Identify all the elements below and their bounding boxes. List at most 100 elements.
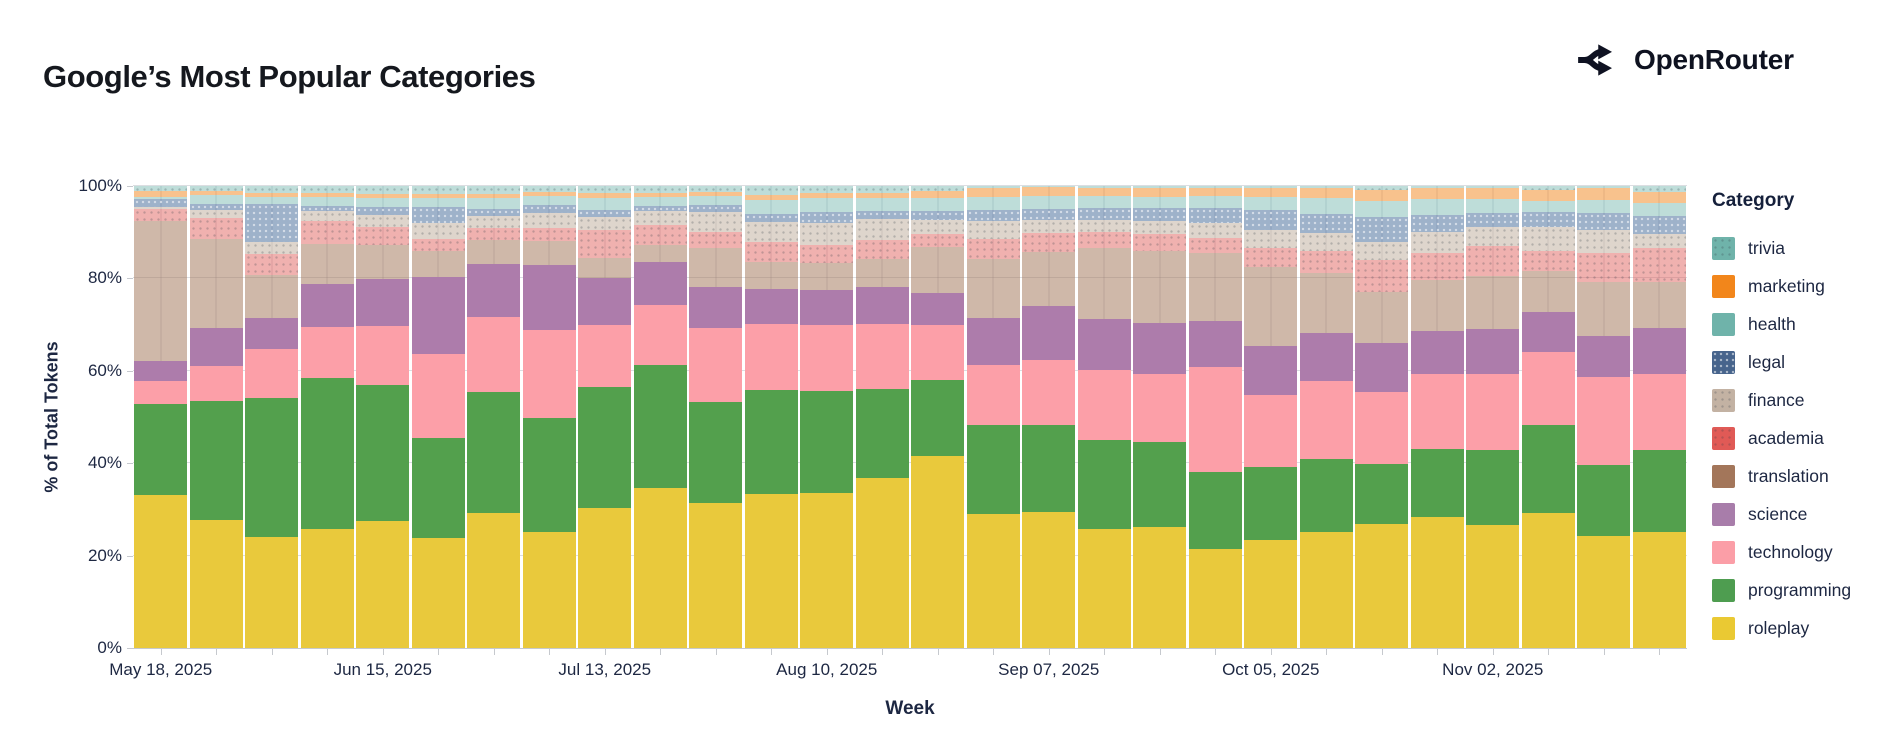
- segment-academia[interactable]: [1133, 234, 1187, 251]
- segment-finance[interactable]: [411, 222, 465, 239]
- segment-translation[interactable]: [855, 258, 909, 288]
- segment-legal[interactable]: [189, 203, 243, 210]
- segment-legal[interactable]: [855, 211, 909, 219]
- segment-science[interactable]: [689, 287, 743, 328]
- segment-programming[interactable]: [300, 378, 354, 530]
- segment-science[interactable]: [189, 327, 243, 367]
- segment-technology[interactable]: [1355, 391, 1409, 464]
- segment-marketing[interactable]: [1133, 187, 1187, 197]
- segment-roleplay[interactable]: [1577, 535, 1631, 648]
- segment-roleplay[interactable]: [633, 488, 687, 648]
- segment-science[interactable]: [855, 287, 909, 325]
- segment-academia[interactable]: [300, 221, 354, 244]
- segment-finance[interactable]: [189, 209, 243, 218]
- segment-roleplay[interactable]: [1521, 513, 1575, 648]
- segment-legal[interactable]: [1022, 208, 1076, 221]
- segment-translation[interactable]: [411, 250, 465, 278]
- segment-trivia[interactable]: [189, 186, 243, 191]
- legend-item-legal[interactable]: legal: [1712, 343, 1877, 381]
- segment-programming[interactable]: [1299, 459, 1353, 532]
- segment-science[interactable]: [1521, 312, 1575, 352]
- segment-technology[interactable]: [855, 324, 909, 389]
- segment-translation[interactable]: [1577, 282, 1631, 336]
- segment-programming[interactable]: [911, 380, 965, 457]
- segment-science[interactable]: [633, 262, 687, 305]
- segment-marketing[interactable]: [1022, 187, 1076, 197]
- segment-roleplay[interactable]: [966, 513, 1020, 648]
- segment-trivia[interactable]: [356, 186, 410, 195]
- segment-translation[interactable]: [467, 240, 521, 265]
- segment-finance[interactable]: [1022, 220, 1076, 233]
- segment-programming[interactable]: [744, 390, 798, 494]
- segment-technology[interactable]: [800, 325, 854, 392]
- segment-translation[interactable]: [1521, 271, 1575, 313]
- segment-roleplay[interactable]: [800, 493, 854, 648]
- segment-health[interactable]: [189, 195, 243, 204]
- openrouter-brand[interactable]: OpenRouter: [1575, 40, 1794, 80]
- segment-marketing[interactable]: [356, 194, 410, 198]
- segment-trivia[interactable]: [1466, 186, 1520, 188]
- segment-science[interactable]: [134, 360, 188, 381]
- segment-marketing[interactable]: [911, 190, 965, 199]
- segment-legal[interactable]: [1188, 208, 1242, 224]
- bar-week-2025-08-17[interactable]: [855, 186, 909, 648]
- segment-trivia[interactable]: [633, 186, 687, 194]
- bar-week-2025-08-03[interactable]: [744, 186, 798, 648]
- segment-roleplay[interactable]: [356, 521, 410, 648]
- segment-marketing[interactable]: [134, 191, 188, 197]
- segment-trivia[interactable]: [578, 186, 632, 194]
- segment-legal[interactable]: [1466, 212, 1520, 228]
- segment-translation[interactable]: [1022, 252, 1076, 307]
- segment-marketing[interactable]: [1299, 188, 1353, 198]
- segment-science[interactable]: [1244, 345, 1298, 396]
- segment-roleplay[interactable]: [578, 508, 632, 648]
- segment-finance[interactable]: [467, 216, 521, 228]
- segment-translation[interactable]: [689, 248, 743, 288]
- segment-trivia[interactable]: [522, 186, 576, 193]
- segment-marketing[interactable]: [1077, 188, 1131, 197]
- segment-science[interactable]: [467, 264, 521, 317]
- bar-week-2025-06-22[interactable]: [411, 186, 465, 648]
- segment-finance[interactable]: [1466, 227, 1520, 247]
- segment-health[interactable]: [1410, 199, 1464, 215]
- segment-roleplay[interactable]: [689, 503, 743, 648]
- segment-finance[interactable]: [522, 213, 576, 228]
- segment-academia[interactable]: [467, 228, 521, 241]
- segment-finance[interactable]: [855, 218, 909, 241]
- segment-programming[interactable]: [245, 398, 299, 537]
- segment-translation[interactable]: [1299, 272, 1353, 333]
- segment-marketing[interactable]: [578, 193, 632, 199]
- segment-translation[interactable]: [1355, 291, 1409, 344]
- segment-trivia[interactable]: [855, 186, 909, 194]
- segment-legal[interactable]: [1355, 216, 1409, 242]
- segment-finance[interactable]: [911, 219, 965, 234]
- legend-item-finance[interactable]: finance: [1712, 381, 1877, 419]
- segment-finance[interactable]: [1632, 234, 1686, 249]
- legend-item-programming[interactable]: programming: [1712, 571, 1877, 609]
- segment-trivia[interactable]: [966, 186, 1020, 188]
- legend-item-academia[interactable]: academia: [1712, 419, 1877, 457]
- bar-week-2025-05-25[interactable]: [189, 186, 243, 648]
- segment-health[interactable]: [1133, 196, 1187, 209]
- segment-roleplay[interactable]: [245, 536, 299, 648]
- segment-legal[interactable]: [411, 207, 465, 223]
- bar-week-2025-09-14[interactable]: [1077, 186, 1131, 648]
- legend-item-trivia[interactable]: trivia: [1712, 229, 1877, 267]
- segment-legal[interactable]: [689, 205, 743, 212]
- segment-translation[interactable]: [1410, 279, 1464, 332]
- segment-technology[interactable]: [411, 353, 465, 439]
- segment-marketing[interactable]: [966, 187, 1020, 198]
- segment-roleplay[interactable]: [1077, 528, 1131, 648]
- segment-health[interactable]: [411, 198, 465, 208]
- segment-academia[interactable]: [578, 230, 632, 259]
- segment-programming[interactable]: [689, 402, 743, 504]
- legend-item-science[interactable]: science: [1712, 495, 1877, 533]
- segment-programming[interactable]: [1355, 463, 1409, 524]
- segment-health[interactable]: [1521, 201, 1575, 212]
- segment-health[interactable]: [855, 198, 909, 212]
- segment-health[interactable]: [633, 196, 687, 207]
- segment-science[interactable]: [966, 318, 1020, 366]
- segment-translation[interactable]: [522, 241, 576, 266]
- segment-translation[interactable]: [633, 244, 687, 263]
- segment-finance[interactable]: [1077, 220, 1131, 233]
